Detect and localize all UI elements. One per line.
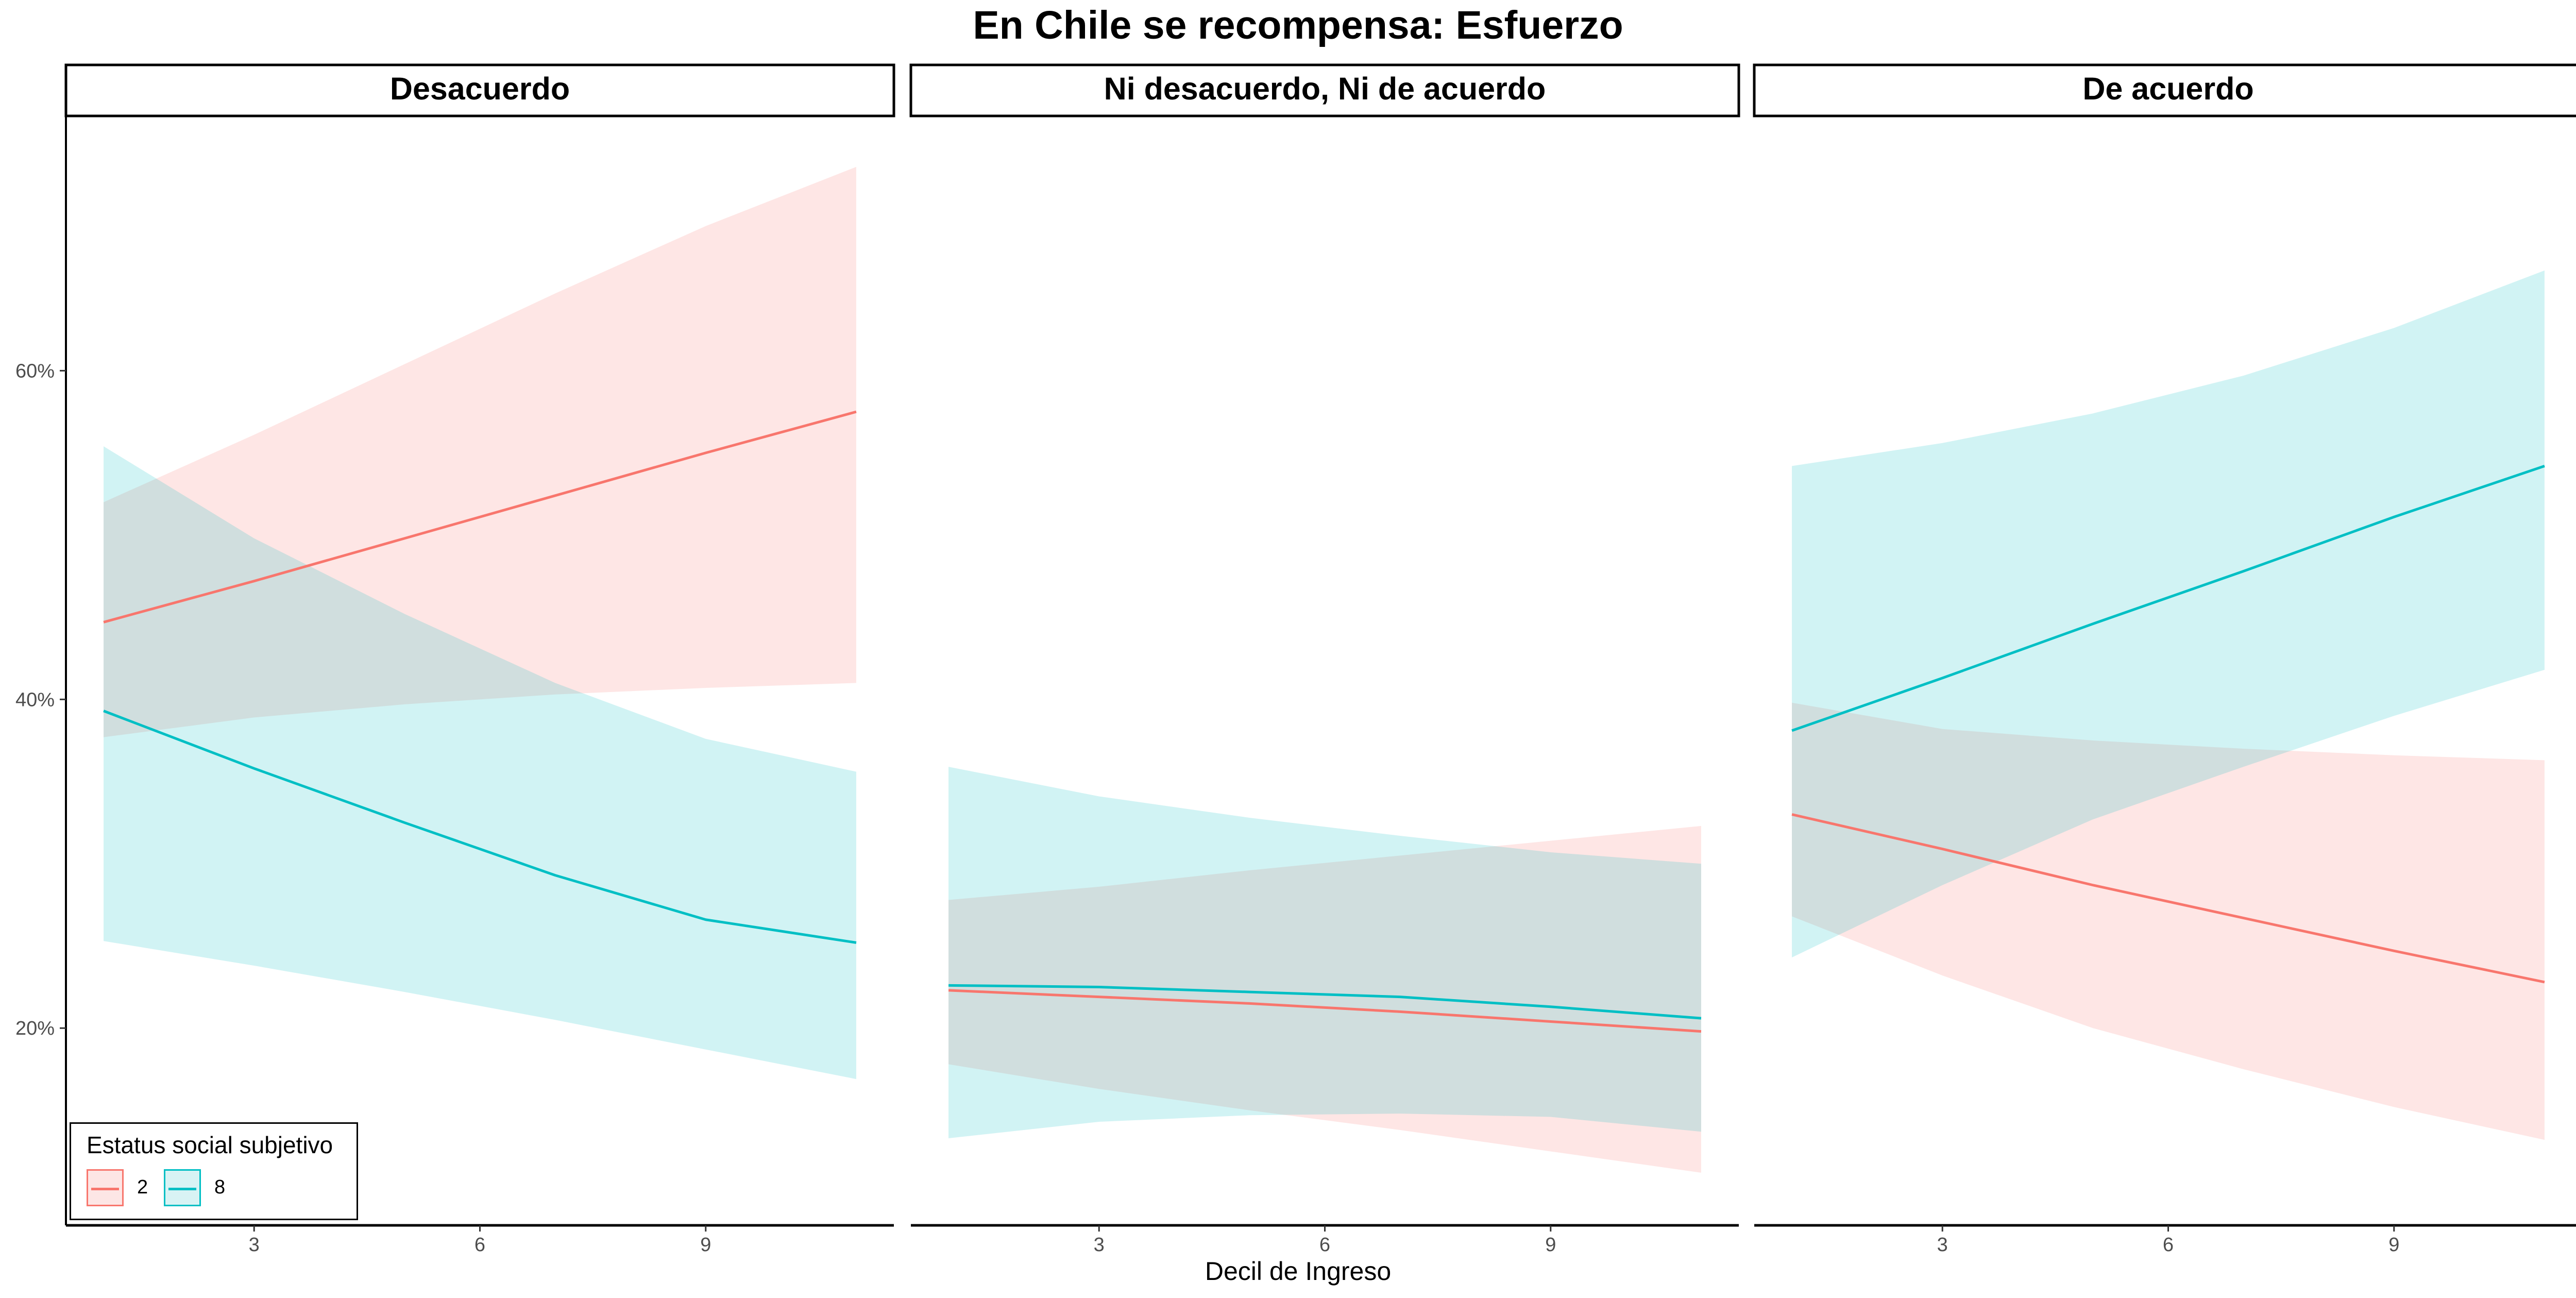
x-axis-title: Decil de Ingreso — [1205, 1257, 1392, 1286]
legend-title: Estatus social subjetivo — [87, 1132, 333, 1158]
x-tick-label: 3 — [1937, 1234, 1948, 1256]
legend-label-8: 8 — [214, 1176, 226, 1198]
facet-strip-desacuerdo — [64, 63, 895, 117]
facet-title-ni-desacuerdo-ni-de-acuerdo: Ni desacuerdo, Ni de acuerdo — [1104, 71, 1546, 106]
ci-band-ni-desacuerdo-ni-de-acuerdo-series-2 — [948, 825, 1701, 1173]
x-tick-label: 3 — [249, 1234, 260, 1256]
facet-strip-de-acuerdo — [1753, 63, 2576, 117]
ci-band-de-acuerdo-series-8 — [1792, 270, 2545, 958]
x-tick-label: 9 — [700, 1234, 711, 1256]
ci-band-desacuerdo-series-2 — [104, 166, 856, 737]
legend: Estatus social subjetivo 2 8 — [70, 1122, 358, 1220]
x-tick-label: 6 — [474, 1234, 485, 1256]
series-line-de-acuerdo-2 — [1791, 813, 2545, 984]
y-tick-label: 20% — [15, 1018, 55, 1039]
series-line-ni-desacuerdo-ni-de-acuerdo-2 — [948, 989, 1702, 1033]
ci-band-de-acuerdo-series-2 — [1792, 702, 2545, 1140]
facet-title-desacuerdo: Desacuerdo — [390, 71, 570, 106]
series-line-ni-desacuerdo-ni-de-acuerdo-8 — [948, 984, 1702, 1020]
chart-title: En Chile se recompensa: Esfuerzo — [973, 3, 1623, 47]
legend-key-8 — [164, 1169, 201, 1206]
x-tick-label: 3 — [1094, 1234, 1105, 1256]
x-tick-label: 6 — [1319, 1234, 1330, 1256]
x-tick-label: 9 — [2388, 1234, 2399, 1256]
legend-label-2: 2 — [137, 1176, 148, 1198]
ci-band-desacuerdo-series-8 — [104, 446, 856, 1080]
facet-strip-ni-desacuerdo-ni-de-acuerdo — [909, 63, 1740, 117]
x-tick-label: 6 — [2163, 1234, 2174, 1256]
legend-line-8 — [168, 1188, 196, 1190]
x-tick-label: 9 — [1545, 1234, 1556, 1256]
series-line-desacuerdo-2 — [103, 410, 857, 623]
series-line-de-acuerdo-8 — [1791, 465, 2545, 732]
legend-key-2 — [87, 1169, 124, 1206]
y-tick-label: 60% — [15, 360, 55, 382]
facet-title-de-acuerdo: De acuerdo — [2082, 71, 2253, 106]
ci-band-ni-desacuerdo-ni-de-acuerdo-series-8 — [948, 767, 1701, 1138]
y-tick-label: 40% — [15, 689, 55, 711]
series-line-desacuerdo-8 — [103, 710, 857, 944]
legend-line-2 — [91, 1188, 119, 1190]
